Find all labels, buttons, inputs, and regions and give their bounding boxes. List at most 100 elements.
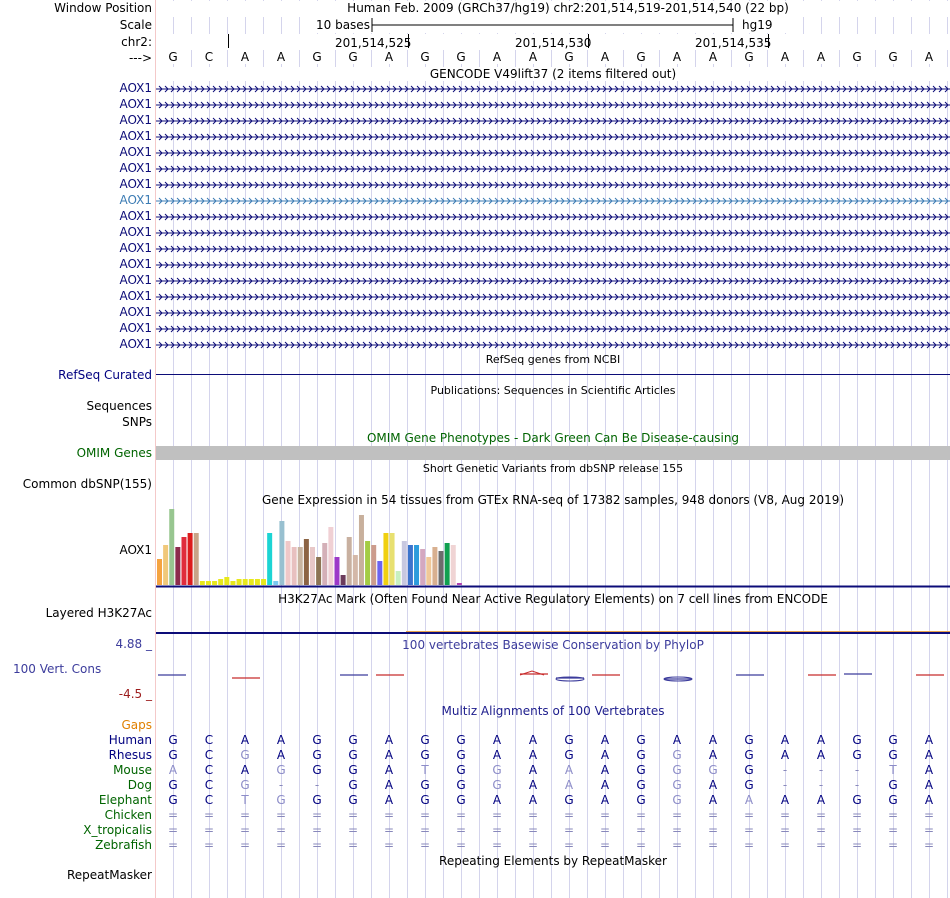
multiz-species-label[interactable]: Dog (127, 778, 152, 792)
gtex-tissue-bar[interactable] (242, 579, 248, 585)
refseq-gene-line[interactable] (156, 374, 950, 375)
gtex-tissue-bar[interactable] (181, 537, 187, 585)
gencode-transcript-feature[interactable] (156, 291, 950, 303)
gtex-tissue-bar[interactable] (377, 561, 383, 585)
gtex-tissue-bar[interactable] (358, 515, 364, 585)
gtex-tissue-bar[interactable] (328, 527, 334, 585)
gtex-tissue-bar[interactable] (352, 555, 358, 585)
gencode-transcript-label[interactable]: AOX1 (119, 273, 152, 287)
gtex-tissue-bar[interactable] (230, 581, 236, 585)
omim-gene-bar[interactable] (156, 446, 950, 460)
gencode-transcript-label[interactable]: AOX1 (119, 177, 152, 191)
gencode-transcript-label[interactable]: AOX1 (119, 321, 152, 335)
gtex-tissue-bar[interactable] (340, 575, 346, 585)
strand-label[interactable]: ---> (128, 51, 152, 65)
gencode-transcript-feature[interactable] (156, 131, 950, 143)
gencode-transcript-label[interactable]: AOX1 (119, 161, 152, 175)
phylop-track-title[interactable]: 100 vertebrates Basewise Conservation by… (402, 638, 704, 652)
gtex-tissue-bar[interactable] (346, 537, 352, 585)
gencode-track-title[interactable]: GENCODE V49lift37 (2 items filtered out) (156, 67, 950, 81)
phylop-score-mark[interactable] (555, 676, 585, 682)
phylop-signal[interactable] (156, 664, 950, 688)
gencode-transcript-feature[interactable] (156, 339, 950, 351)
publications-track-title[interactable]: Publications: Sequences in Scientific Ar… (430, 384, 676, 397)
gencode-transcript-label[interactable]: AOX1 (119, 193, 152, 207)
gencode-transcript-feature[interactable] (156, 307, 950, 319)
gtex-track-label[interactable]: AOX1 (119, 543, 152, 557)
gtex-tissue-bar[interactable] (420, 549, 426, 585)
multiz-species-label[interactable]: Zebrafish (95, 838, 152, 852)
gtex-tissue-bar[interactable] (163, 545, 169, 585)
gtex-tissue-bar[interactable] (414, 545, 420, 585)
gencode-transcript-label[interactable]: AOX1 (119, 129, 152, 143)
h3k27ac-track-label[interactable]: Layered H3K27Ac (45, 606, 152, 620)
gtex-tissue-bar[interactable] (444, 543, 450, 585)
gencode-transcript-feature[interactable] (156, 147, 950, 159)
gencode-transcript-feature[interactable] (156, 275, 950, 287)
multiz-species-label[interactable]: Chicken (104, 808, 152, 822)
h3k27ac-signal[interactable] (156, 629, 950, 637)
h3k27ac-track-title[interactable]: H3K27Ac Mark (Often Found Near Active Re… (278, 592, 828, 606)
gencode-transcript-label[interactable]: AOX1 (119, 113, 152, 127)
gtex-tissue-bar[interactable] (254, 579, 260, 585)
gtex-tissue-bar[interactable] (236, 579, 242, 585)
gtex-tissue-bar[interactable] (365, 541, 371, 585)
gencode-transcript-label[interactable]: AOX1 (119, 289, 152, 303)
gtex-tissue-bar[interactable] (303, 539, 309, 585)
gtex-tissue-bar[interactable] (248, 579, 254, 585)
gtex-tissue-bar[interactable] (169, 509, 175, 585)
multiz-species-label[interactable]: Mouse (113, 763, 152, 777)
gtex-tissue-bar[interactable] (187, 533, 193, 585)
gtex-tissue-bar[interactable] (407, 545, 413, 585)
gencode-transcript-feature[interactable] (156, 323, 950, 335)
repeatmasker-track-label[interactable]: RepeatMasker (66, 868, 152, 882)
publications-label-sequences[interactable]: Sequences (86, 399, 152, 413)
multiz-track-title[interactable]: Multiz Alignments of 100 Vertebrates (441, 704, 665, 718)
gencode-transcript-feature[interactable] (156, 243, 950, 255)
omim-track-label[interactable]: OMIM Genes (76, 446, 152, 460)
multiz-species-label[interactable]: Elephant (98, 793, 152, 807)
repeatmasker-track-title[interactable]: Repeating Elements by RepeatMasker (439, 854, 667, 868)
gtex-bar-chart[interactable] (156, 508, 950, 588)
gtex-tissue-bar[interactable] (334, 557, 340, 585)
gtex-tissue-bar[interactable] (279, 521, 285, 585)
phylop-track-label[interactable]: 100 Vert. Cons (13, 662, 102, 676)
gtex-tissue-bar[interactable] (218, 579, 224, 585)
gencode-transcript-feature[interactable] (156, 83, 950, 95)
gtex-tissue-bar[interactable] (224, 577, 230, 585)
gtex-tissue-bar[interactable] (291, 547, 297, 585)
gencode-transcript-label[interactable]: AOX1 (119, 225, 152, 239)
gtex-tissue-bar[interactable] (456, 583, 462, 585)
gtex-tissue-bar[interactable] (285, 541, 291, 585)
refseq-track-title[interactable]: RefSeq genes from NCBI (485, 353, 621, 366)
gtex-tissue-bar[interactable] (395, 571, 401, 585)
gtex-tissue-bar[interactable] (389, 533, 395, 585)
gencode-transcript-label[interactable]: AOX1 (119, 305, 152, 319)
phylop-score-mark[interactable] (519, 670, 545, 676)
gencode-transcript-feature[interactable] (156, 115, 950, 127)
multiz-gaps-label[interactable]: Gaps (121, 718, 152, 732)
omim-track-title[interactable]: OMIM Gene Phenotypes - Dark Green Can Be… (366, 431, 740, 445)
gencode-transcript-label[interactable]: AOX1 (119, 81, 152, 95)
gtex-tissue-bar[interactable] (316, 557, 322, 585)
gtex-track-title[interactable]: Gene Expression in 54 tissues from GTEx … (261, 493, 845, 507)
gtex-tissue-bar[interactable] (193, 533, 199, 585)
gencode-transcript-feature[interactable] (156, 259, 950, 271)
refseq-track-label[interactable]: RefSeq Curated (58, 368, 152, 382)
gtex-tissue-bar[interactable] (426, 557, 432, 585)
publications-label-snps[interactable]: SNPs (122, 415, 152, 429)
gtex-tissue-bar[interactable] (261, 579, 267, 585)
dbsnp-track-title[interactable]: Short Genetic Variants from dbSNP releas… (422, 462, 684, 475)
gtex-tissue-bar[interactable] (175, 547, 181, 585)
gencode-transcript-label[interactable]: AOX1 (119, 241, 152, 255)
gtex-tissue-bar[interactable] (371, 545, 377, 585)
gtex-tissue-bar[interactable] (205, 581, 211, 585)
gtex-tissue-bar[interactable] (273, 581, 279, 585)
gtex-tissue-bar[interactable] (401, 541, 407, 585)
gencode-transcript-feature[interactable] (156, 99, 950, 111)
gtex-tissue-bar[interactable] (212, 581, 218, 585)
gtex-tissue-bar[interactable] (157, 559, 162, 585)
gtex-tissue-bar[interactable] (450, 545, 456, 585)
phylop-score-mark[interactable] (663, 676, 693, 682)
gencode-transcript-label[interactable]: AOX1 (119, 337, 152, 351)
